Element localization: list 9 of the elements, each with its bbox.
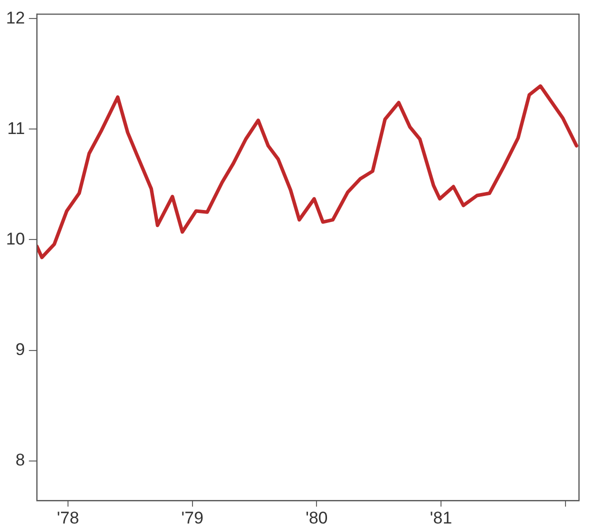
y-tick-label: 10 (6, 229, 25, 248)
y-tick-label: 9 (15, 340, 25, 359)
x-tick-label: '80 (306, 508, 328, 528)
y-tick-label: 12 (6, 8, 25, 28)
x-tick-label: '79 (181, 508, 204, 528)
x-tick-label: '78 (56, 508, 80, 528)
y-tick-label: 8 (15, 450, 25, 470)
x-tick-label: '81 (430, 508, 452, 528)
y-tick-label: 11 (7, 118, 25, 138)
